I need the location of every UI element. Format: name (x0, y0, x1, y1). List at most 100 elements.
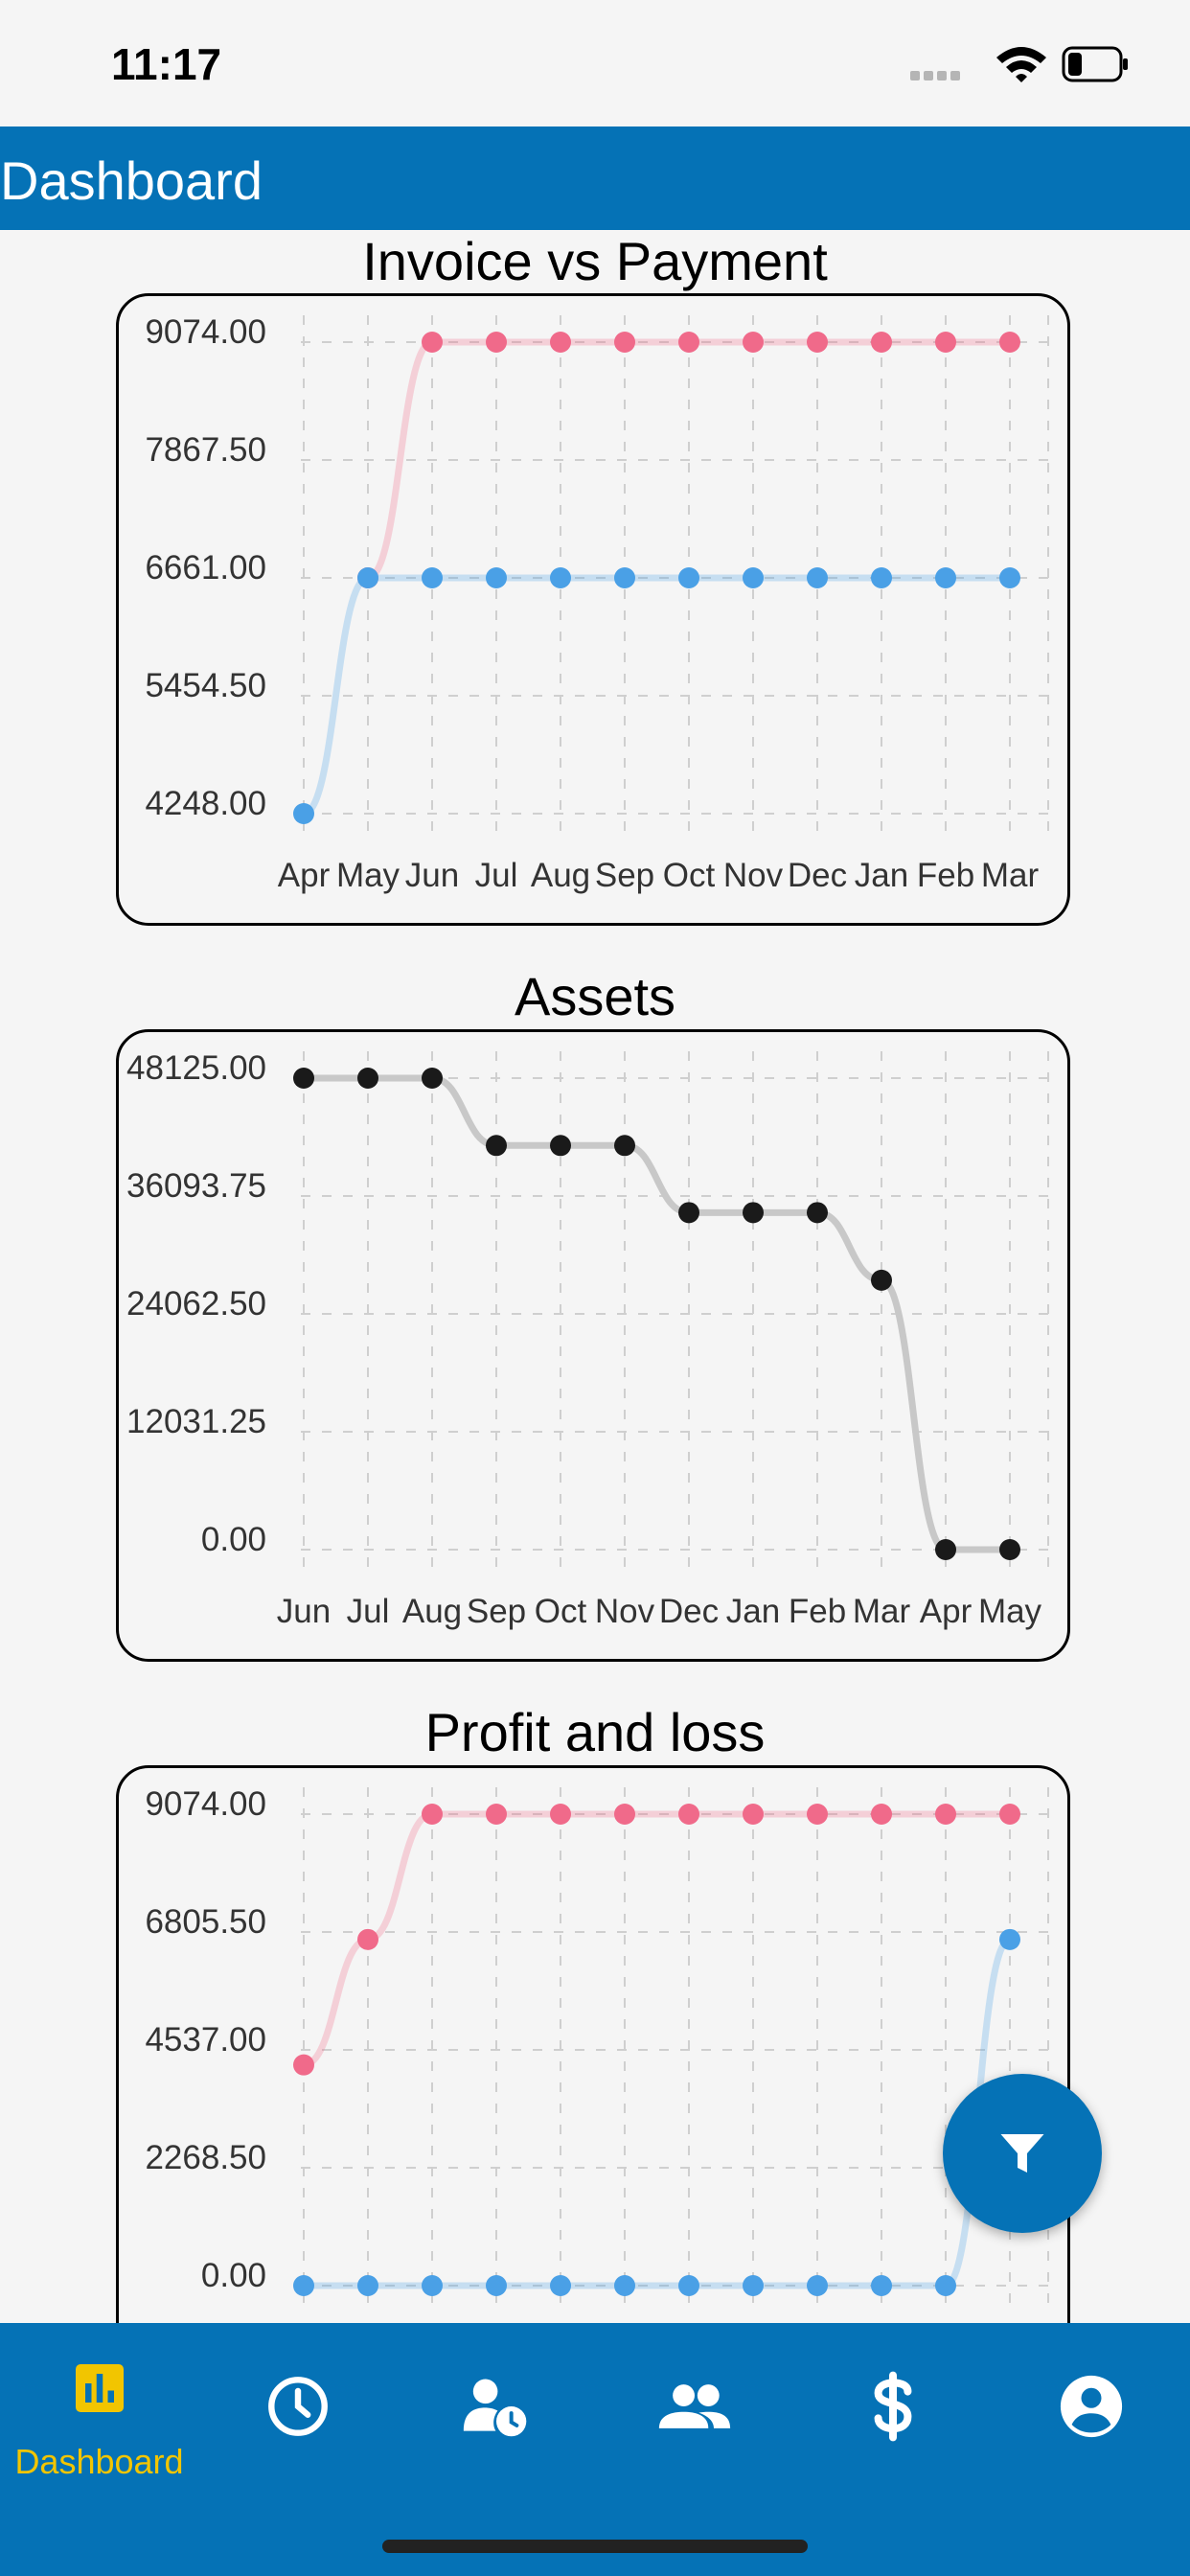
nav-item-profile[interactable] (992, 2350, 1190, 2494)
nav-item-payments[interactable] (793, 2350, 992, 2494)
nav-item-dashboard[interactable]: Dashboard (0, 2350, 198, 2494)
y-tick-label: 2268.50 (145, 2139, 266, 2176)
person-clock-icon (463, 2379, 526, 2437)
data-point (807, 1804, 828, 1825)
data-point (807, 1202, 828, 1224)
data-point (550, 1135, 571, 1157)
data-point (743, 1202, 764, 1224)
data-point (357, 1928, 378, 1950)
x-tick-label: Dec (659, 1593, 719, 1630)
chart-title-invoice-vs-payment: Invoice vs Payment (362, 231, 828, 291)
data-point (678, 2275, 699, 2296)
nav-item-timesheet[interactable] (198, 2350, 397, 2494)
data-point (486, 1804, 507, 1825)
x-tick-label: Aug (402, 1593, 462, 1630)
data-point (550, 332, 571, 353)
series-line-0 (300, 1810, 1014, 2069)
data-point (614, 2275, 635, 2296)
home-indicator (382, 2540, 808, 2553)
y-tick-label: 48125.00 (126, 1049, 266, 1087)
data-point (743, 1804, 764, 1825)
people-icon (658, 2384, 730, 2428)
x-tick-label: Nov (723, 857, 784, 894)
data-point (550, 2275, 571, 2296)
data-point (935, 2275, 956, 2296)
data-point (743, 2275, 764, 2296)
x-tick-label: Jun (277, 1593, 331, 1630)
data-point (357, 567, 378, 588)
filter-button[interactable] (943, 2074, 1102, 2233)
y-tick-label: 7867.50 (145, 431, 266, 469)
x-tick-label: Aug (531, 857, 590, 894)
data-point (871, 1804, 892, 1825)
x-tick-label: Sep (467, 1593, 526, 1630)
x-tick-label: Jun (405, 857, 459, 894)
data-point (422, 567, 443, 588)
data-point (678, 332, 699, 353)
x-tick-label: May (978, 1593, 1042, 1630)
data-point (807, 332, 828, 353)
x-tick-label: Mar (981, 857, 1040, 894)
data-point (550, 567, 571, 588)
data-point (614, 332, 635, 353)
x-tick-label: Oct (535, 1593, 587, 1630)
bottom-navigation: Dashboard (0, 2323, 1190, 2576)
data-point (486, 567, 507, 588)
data-point (357, 2275, 378, 2296)
x-tick-label: Dec (788, 857, 847, 894)
x-tick-label: Jul (347, 1593, 390, 1630)
x-tick-label: Feb (789, 1593, 846, 1630)
data-point (293, 2275, 314, 2296)
nav-item-people[interactable] (595, 2350, 793, 2494)
data-point (550, 1804, 571, 1825)
chart-grid (301, 1787, 1058, 2314)
chart-card-assets: 48125.00 36093.75 24062.50 12031.25 0.00 Jun J… (116, 1029, 1070, 1662)
page-title: Dashboard (0, 150, 263, 211)
data-point (999, 1804, 1020, 1825)
status-icons (910, 42, 1131, 95)
data-point (422, 1804, 443, 1825)
chart-grid (301, 1051, 1058, 1578)
x-tick-label: Nov (595, 1593, 655, 1630)
data-point (743, 332, 764, 353)
x-tick-label: May (336, 857, 400, 894)
wifi-icon (996, 47, 1046, 82)
data-point (999, 1539, 1020, 1560)
nav-label-dashboard: Dashboard (14, 2442, 184, 2481)
y-tick-label: 4248.00 (145, 785, 266, 822)
x-tick-label: Apr (920, 1593, 973, 1630)
data-point (807, 2275, 828, 2296)
y-tick-label: 9074.00 (145, 313, 266, 351)
data-point (743, 567, 764, 588)
clock-icon (267, 2377, 328, 2436)
x-tick-label: Mar (853, 1593, 911, 1630)
data-point (486, 332, 507, 353)
y-tick-label: 9074.00 (145, 1785, 266, 1823)
cellular-signal-icon (910, 71, 960, 80)
data-point (422, 1068, 443, 1089)
data-point (614, 1135, 635, 1157)
chart-card-invoice-vs-payment: 9074.00 7867.50 6661.00 5454.50 4248.00 Apr Ma… (116, 293, 1070, 926)
filter-icon (1000, 2134, 1044, 2173)
assets-chart: 48125.00 36093.75 24062.50 12031.25 0.00 Jun J… (126, 1049, 1058, 1630)
battery-icon (1062, 46, 1128, 82)
x-tick-label: Feb (917, 857, 974, 894)
data-point (422, 2275, 443, 2296)
y-tick-label: 6661.00 (145, 549, 266, 586)
x-tick-label: Jan (855, 857, 908, 894)
chart-title-profit-and-loss: Profit and loss (424, 1702, 766, 1762)
data-point (422, 332, 443, 353)
y-tick-label: 5454.50 (145, 667, 266, 704)
x-tick-label: Oct (663, 857, 716, 894)
data-point (614, 1804, 635, 1825)
chart-card-profit-and-loss: 9074.006805.504537.002268.500.00JunJulAu… (116, 1765, 1070, 2398)
nav-item-attendance[interactable] (397, 2350, 595, 2494)
x-tick-label: Jul (475, 857, 518, 894)
y-tick-label: 4537.00 (145, 2021, 266, 2058)
bar-chart-icon (75, 2364, 124, 2412)
y-tick-label: 0.00 (201, 1521, 266, 1558)
chart-title-assets: Assets (514, 966, 676, 1026)
data-point (614, 567, 635, 588)
chart-grid (301, 315, 1058, 842)
